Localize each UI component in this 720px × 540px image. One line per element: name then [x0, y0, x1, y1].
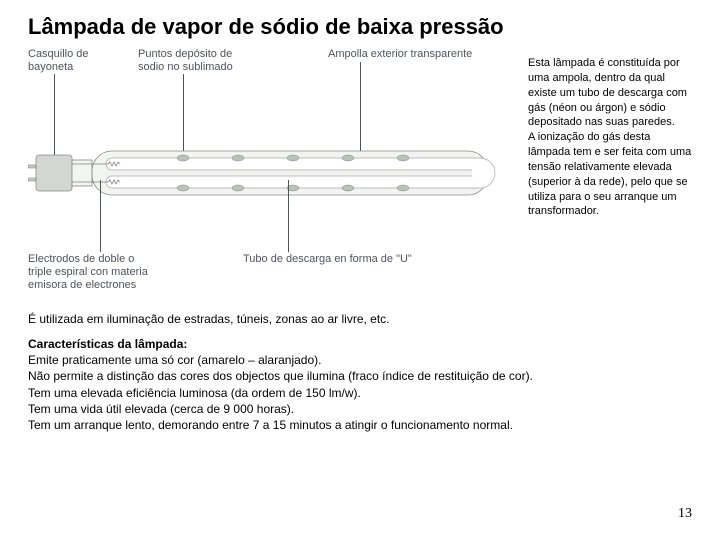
char-item-3: Tem uma vida útil elevada (cerca de 9 00…	[28, 402, 294, 416]
characteristics-block: Características da lâmpada: Emite pratic…	[28, 336, 692, 433]
char-item-1: Não permite a distinção das cores dos ob…	[28, 369, 533, 383]
char-item-2: Tem uma elevada eficiência luminosa (da …	[28, 386, 361, 400]
main-content-row: Casquillo debayoneta Puntos depósito des…	[28, 48, 692, 298]
lead-electrodos	[100, 180, 101, 252]
char-item-4: Tem um arranque lento, demorando entre 7…	[28, 418, 513, 432]
lamp-diagram: Casquillo debayoneta Puntos depósito des…	[28, 48, 518, 298]
description-column: Esta lâmpada é constituída por uma ampol…	[528, 48, 692, 298]
desc-para-2: A ionização do gás desta lâmpada tem e s…	[528, 130, 692, 219]
label-tubo: Tubo de descarga en forma de "U"	[243, 253, 412, 266]
page-number: 13	[678, 506, 692, 522]
diagram-column: Casquillo debayoneta Puntos depósito des…	[28, 48, 518, 298]
page-title: Lâmpada de vapor de sódio de baixa press…	[28, 14, 692, 40]
label-electrodos: Electrodos de doble otriple espiral con …	[28, 253, 148, 293]
desc-para-1: Esta lâmpada é constituída por uma ampol…	[528, 56, 692, 130]
lead-tubo	[288, 180, 289, 252]
characteristics-heading: Características da lâmpada:	[28, 337, 187, 351]
char-item-0: Emite praticamente uma só cor (amarelo –…	[28, 353, 321, 367]
utilization-text: É utilizada em iluminação de estradas, t…	[28, 312, 692, 326]
